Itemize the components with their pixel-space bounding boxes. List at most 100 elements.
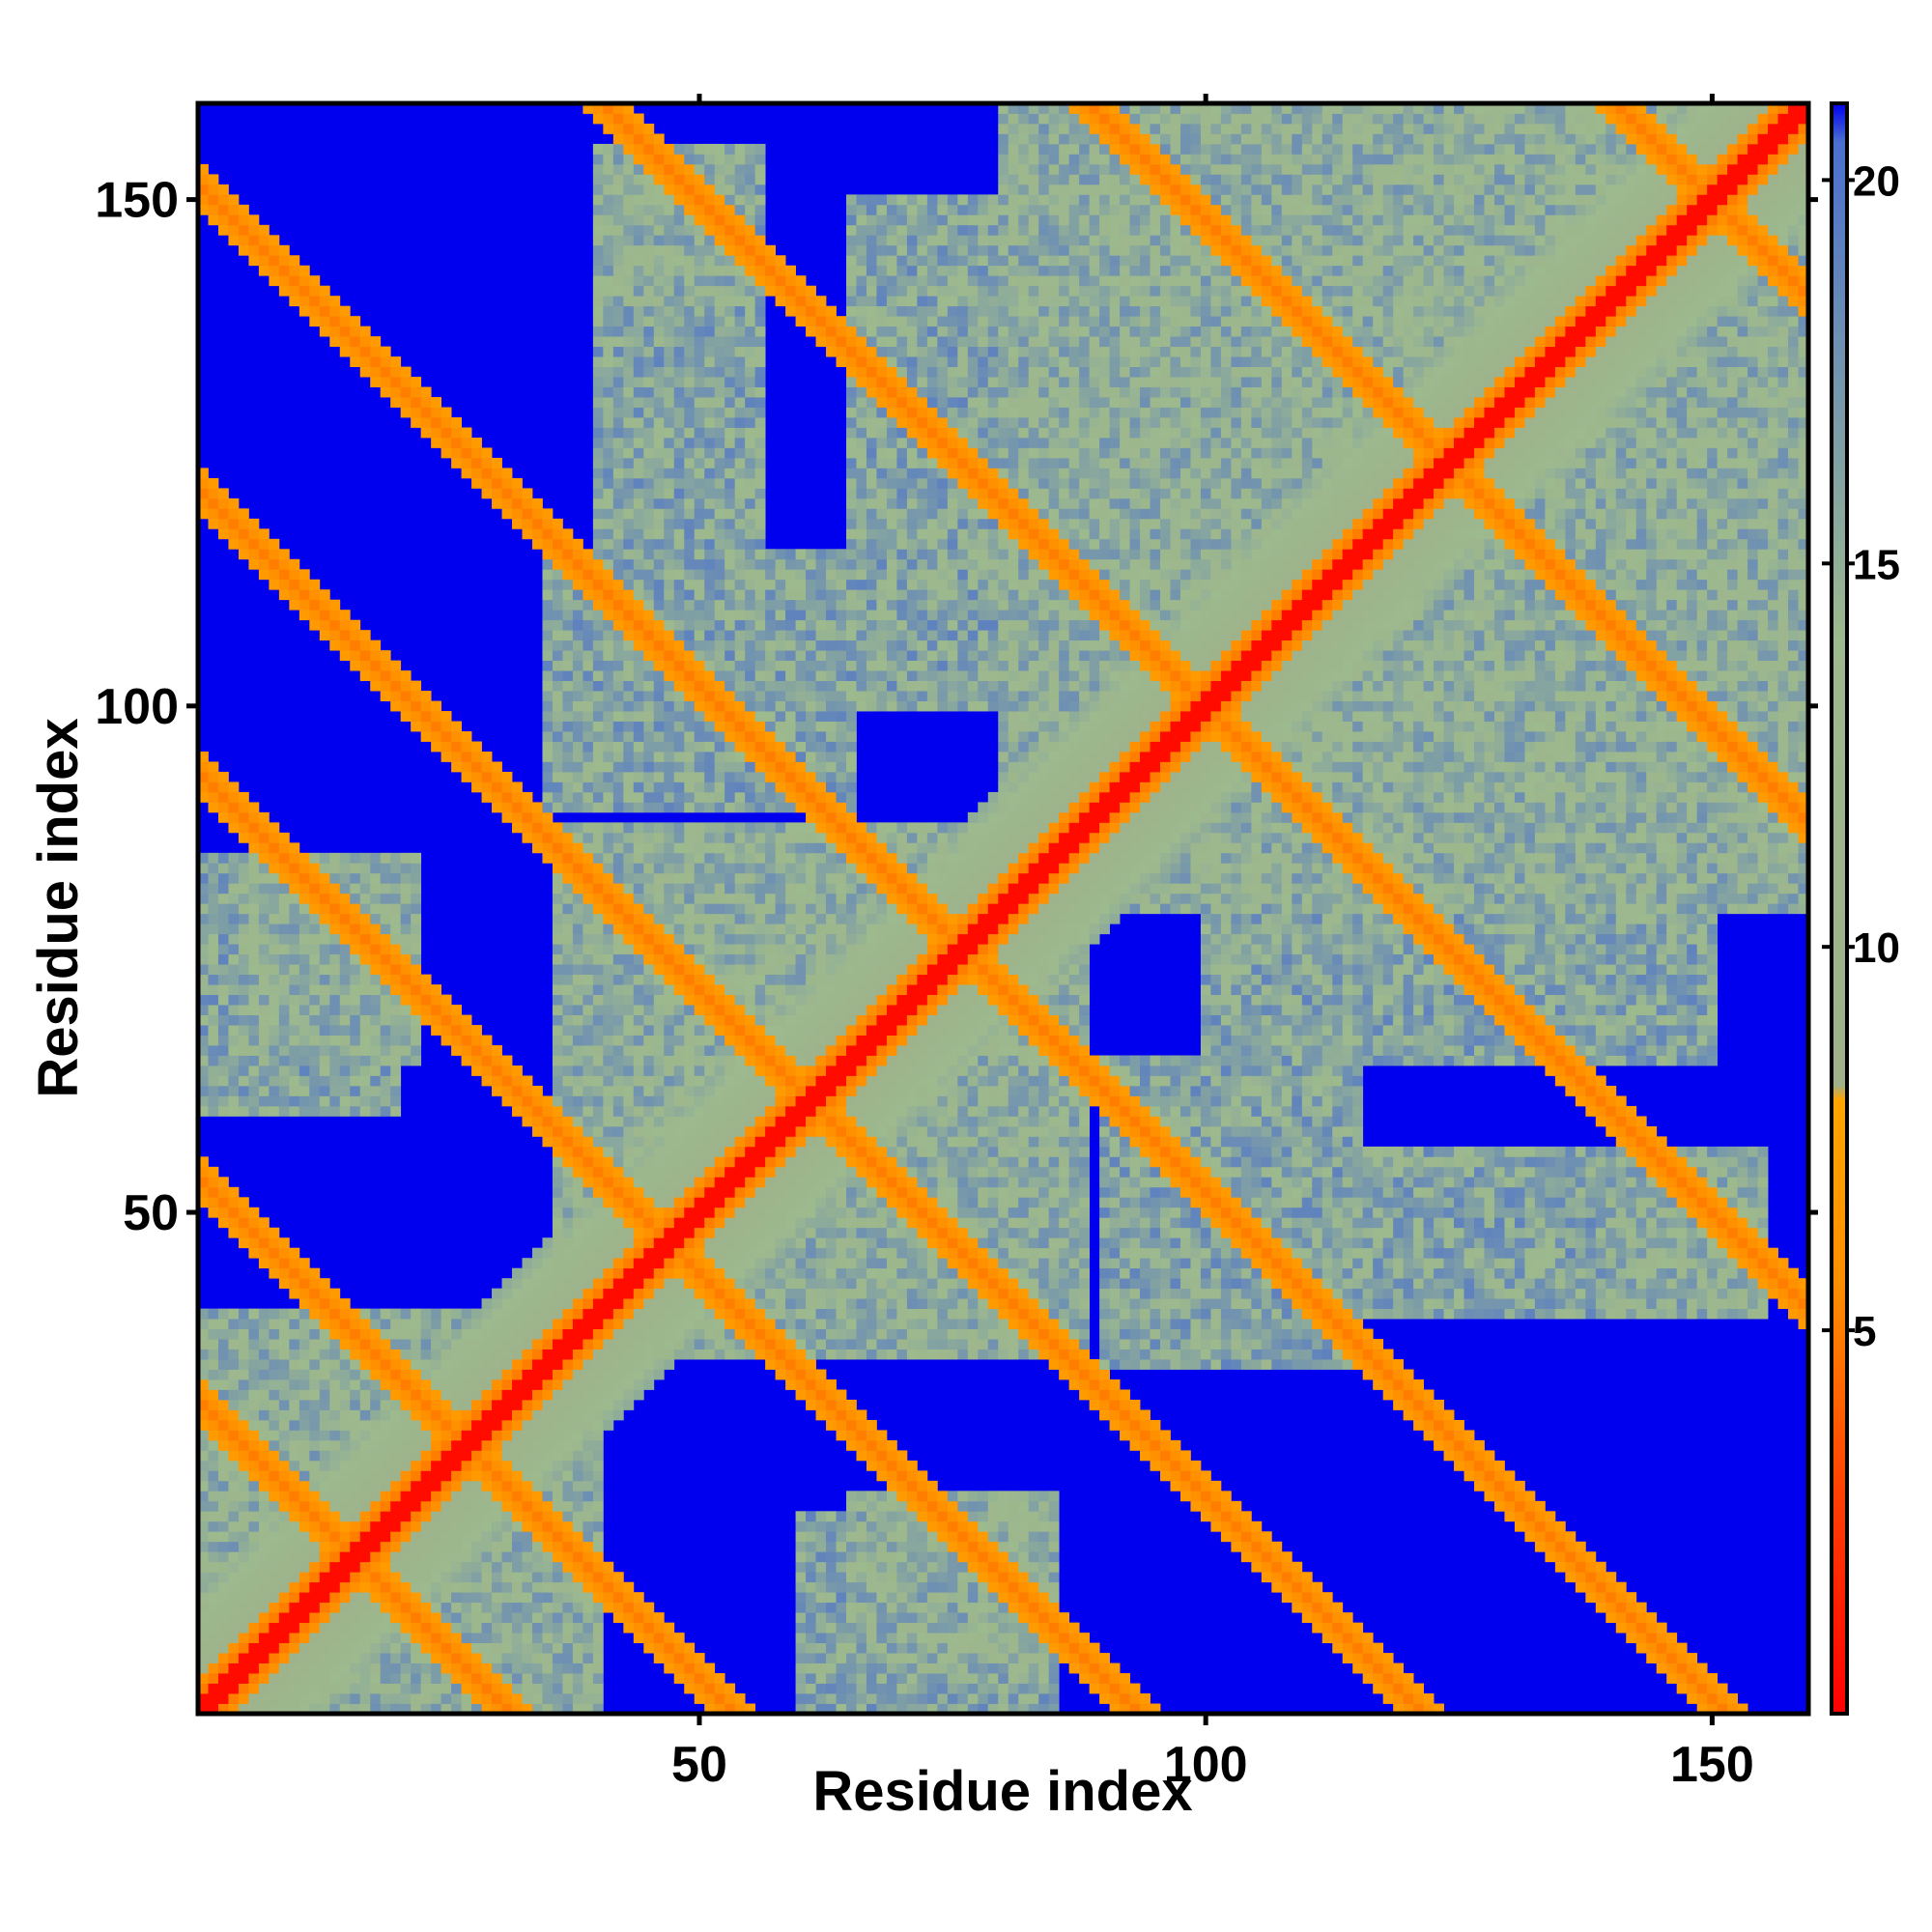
- heatmap-cell: [612, 1308, 624, 1320]
- heatmap-cell: [542, 1470, 554, 1482]
- heatmap-cell: [704, 832, 716, 843]
- heatmap-cell: [258, 1237, 270, 1249]
- heatmap-cell: [592, 630, 604, 641]
- heatmap-cell: [673, 1662, 685, 1674]
- heatmap-cell: [582, 660, 594, 671]
- heatmap-cell: [603, 1379, 614, 1390]
- heatmap-cell: [309, 1439, 321, 1451]
- heatmap-cell: [278, 1399, 290, 1410]
- heatmap-cell: [501, 1662, 513, 1674]
- heatmap-cell: [714, 923, 725, 935]
- heatmap-cell: [542, 1450, 554, 1462]
- heatmap-cell: [420, 1399, 432, 1410]
- heatmap-cell: [481, 1541, 493, 1552]
- heatmap-cell: [319, 1298, 330, 1310]
- heatmap-cell: [745, 863, 756, 874]
- heatmap-cell: [582, 549, 594, 560]
- heatmap-cell: [208, 1703, 219, 1714]
- heatmap-cell: [542, 781, 554, 793]
- heatmap-cell: [542, 1693, 554, 1704]
- heatmap-cell: [329, 863, 341, 874]
- heatmap-cell: [390, 1531, 402, 1543]
- heatmap-cell: [623, 1207, 635, 1218]
- heatmap-cell: [248, 1045, 260, 1056]
- heatmap-cell: [208, 1480, 219, 1492]
- heatmap-cell: [612, 1319, 624, 1329]
- heatmap-cell: [522, 1267, 533, 1279]
- heatmap-cell: [522, 1683, 533, 1694]
- heatmap-cell: [248, 1450, 260, 1462]
- heatmap-cell: [238, 1642, 249, 1654]
- heatmap-cell: [411, 1500, 422, 1512]
- heatmap-cell: [623, 1095, 635, 1107]
- heatmap-cell: [714, 1197, 725, 1208]
- heatmap-cell: [592, 1156, 604, 1168]
- heatmap-cell: [350, 356, 361, 367]
- heatmap-cell: [714, 1014, 725, 1026]
- heatmap-cell: [734, 741, 746, 753]
- heatmap-cell: [653, 508, 665, 520]
- heatmap-cell: [350, 1470, 361, 1482]
- heatmap-cell: [278, 953, 290, 965]
- heatmap-cell: [471, 1055, 482, 1066]
- heatmap-cell: [258, 1369, 270, 1380]
- heatmap-cell: [562, 913, 574, 924]
- heatmap-cell: [400, 1014, 412, 1026]
- heatmap-cell: [603, 377, 614, 387]
- heatmap-cell: [582, 1055, 594, 1066]
- heatmap-cell: [309, 1045, 321, 1056]
- heatmap-cell: [461, 1055, 472, 1066]
- heatmap-cell: [552, 1551, 563, 1563]
- heatmap-cell: [390, 1633, 402, 1644]
- heatmap-cell: [572, 1014, 583, 1026]
- heatmap-cell: [572, 1642, 583, 1654]
- heatmap-cell: [258, 883, 270, 895]
- heatmap-cell: [542, 1267, 554, 1279]
- heatmap-cell: [623, 508, 635, 520]
- heatmap-cell: [694, 579, 705, 590]
- heatmap-cell: [329, 296, 341, 307]
- heatmap-cell: [440, 721, 452, 732]
- heatmap-cell: [258, 953, 270, 965]
- heatmap-cell: [724, 1693, 736, 1704]
- heatmap-cell: [714, 265, 725, 276]
- heatmap-cell: [714, 741, 725, 753]
- heatmap-cell: [603, 154, 614, 165]
- heatmap-cell: [684, 650, 696, 662]
- heatmap-cell: [198, 1642, 209, 1654]
- heatmap-cell: [400, 711, 412, 722]
- heatmap-cell: [542, 1703, 554, 1714]
- heatmap-cell: [704, 1258, 716, 1269]
- heatmap-cell: [603, 255, 614, 267]
- heatmap-cell: [542, 619, 554, 631]
- heatmap-cell: [339, 1065, 351, 1076]
- heatmap-cell: [258, 1328, 270, 1340]
- heatmap-cell: [431, 711, 442, 722]
- heatmap-cell: [298, 903, 310, 915]
- heatmap-cell: [542, 558, 554, 570]
- heatmap-cell: [684, 791, 696, 803]
- heatmap-cell: [400, 1308, 412, 1320]
- heatmap-cell: [572, 751, 583, 762]
- heatmap-cell: [451, 761, 462, 773]
- heatmap-cell: [684, 1227, 696, 1238]
- heatmap-cell: [329, 933, 341, 945]
- heatmap-cell: [461, 1308, 472, 1320]
- heatmap-cell: [522, 508, 533, 520]
- heatmap-cell: [612, 1125, 624, 1137]
- heatmap-cell: [612, 660, 624, 671]
- heatmap-cell: [633, 822, 644, 834]
- heatmap-cell: [694, 832, 705, 843]
- heatmap-cell: [238, 1389, 249, 1401]
- heatmap-cell: [350, 1439, 361, 1451]
- heatmap-cell: [694, 538, 705, 550]
- heatmap-cell: [714, 356, 725, 367]
- heatmap-cell: [673, 377, 685, 387]
- heatmap-cell: [420, 1409, 432, 1421]
- heatmap-cell: [471, 1450, 482, 1462]
- heatmap-cell: [512, 1430, 523, 1441]
- heatmap-cell: [552, 589, 563, 601]
- heatmap-cell: [512, 1328, 523, 1340]
- heatmap-cell: [603, 366, 614, 378]
- heatmap-cell: [582, 1480, 594, 1492]
